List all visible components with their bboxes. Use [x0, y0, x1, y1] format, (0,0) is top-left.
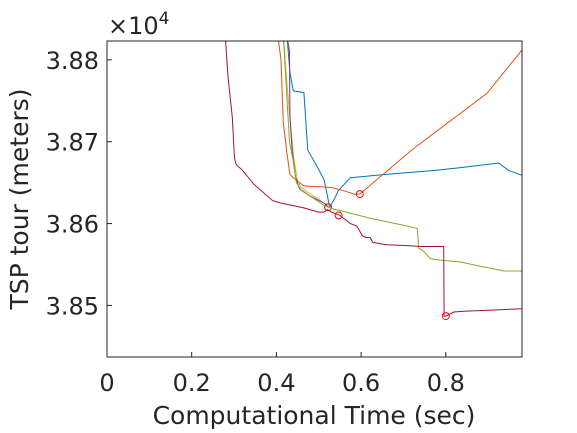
- y-axis-ticks: 3.85 3.86 3.87 3.88: [46, 47, 112, 320]
- series-line-1: [286, 40, 523, 209]
- axes-box: [106, 40, 523, 358]
- x-tick-label: 0.4: [257, 369, 295, 397]
- x-tick-label: 0: [99, 369, 114, 397]
- y-tick-label: 3.85: [46, 292, 99, 320]
- x-tick-label: 0.8: [427, 369, 465, 397]
- x-axis-label: Computational Time (sec): [153, 401, 476, 430]
- y-exponent-times: ×: [108, 12, 128, 40]
- series-marker-7: [441, 312, 450, 321]
- series-marker-2: [355, 190, 364, 199]
- y-exponent-base: 10: [128, 12, 159, 40]
- y-tick-label: 3.88: [46, 47, 99, 75]
- series-line-5: [283, 40, 522, 272]
- series-line-3: [283, 40, 329, 207]
- y-tick-label: 3.87: [46, 129, 99, 157]
- y-exponent-power: 4: [159, 9, 170, 29]
- x-axis-ticks: 0 0.2 0.4 0.6 0.8: [99, 352, 465, 397]
- series-marker-4: [324, 203, 333, 212]
- series-line-2: [278, 40, 523, 195]
- y-axis-label: TSP tour (meters): [5, 88, 34, 310]
- y-exponent: ×104: [108, 9, 169, 40]
- y-tick-label: 3.86: [46, 211, 99, 239]
- series-layer: [225, 40, 523, 321]
- series-marker-6: [334, 211, 343, 220]
- series-line-6: [225, 40, 523, 317]
- x-tick-label: 0.2: [173, 369, 211, 397]
- x-tick-label: 0.6: [342, 369, 380, 397]
